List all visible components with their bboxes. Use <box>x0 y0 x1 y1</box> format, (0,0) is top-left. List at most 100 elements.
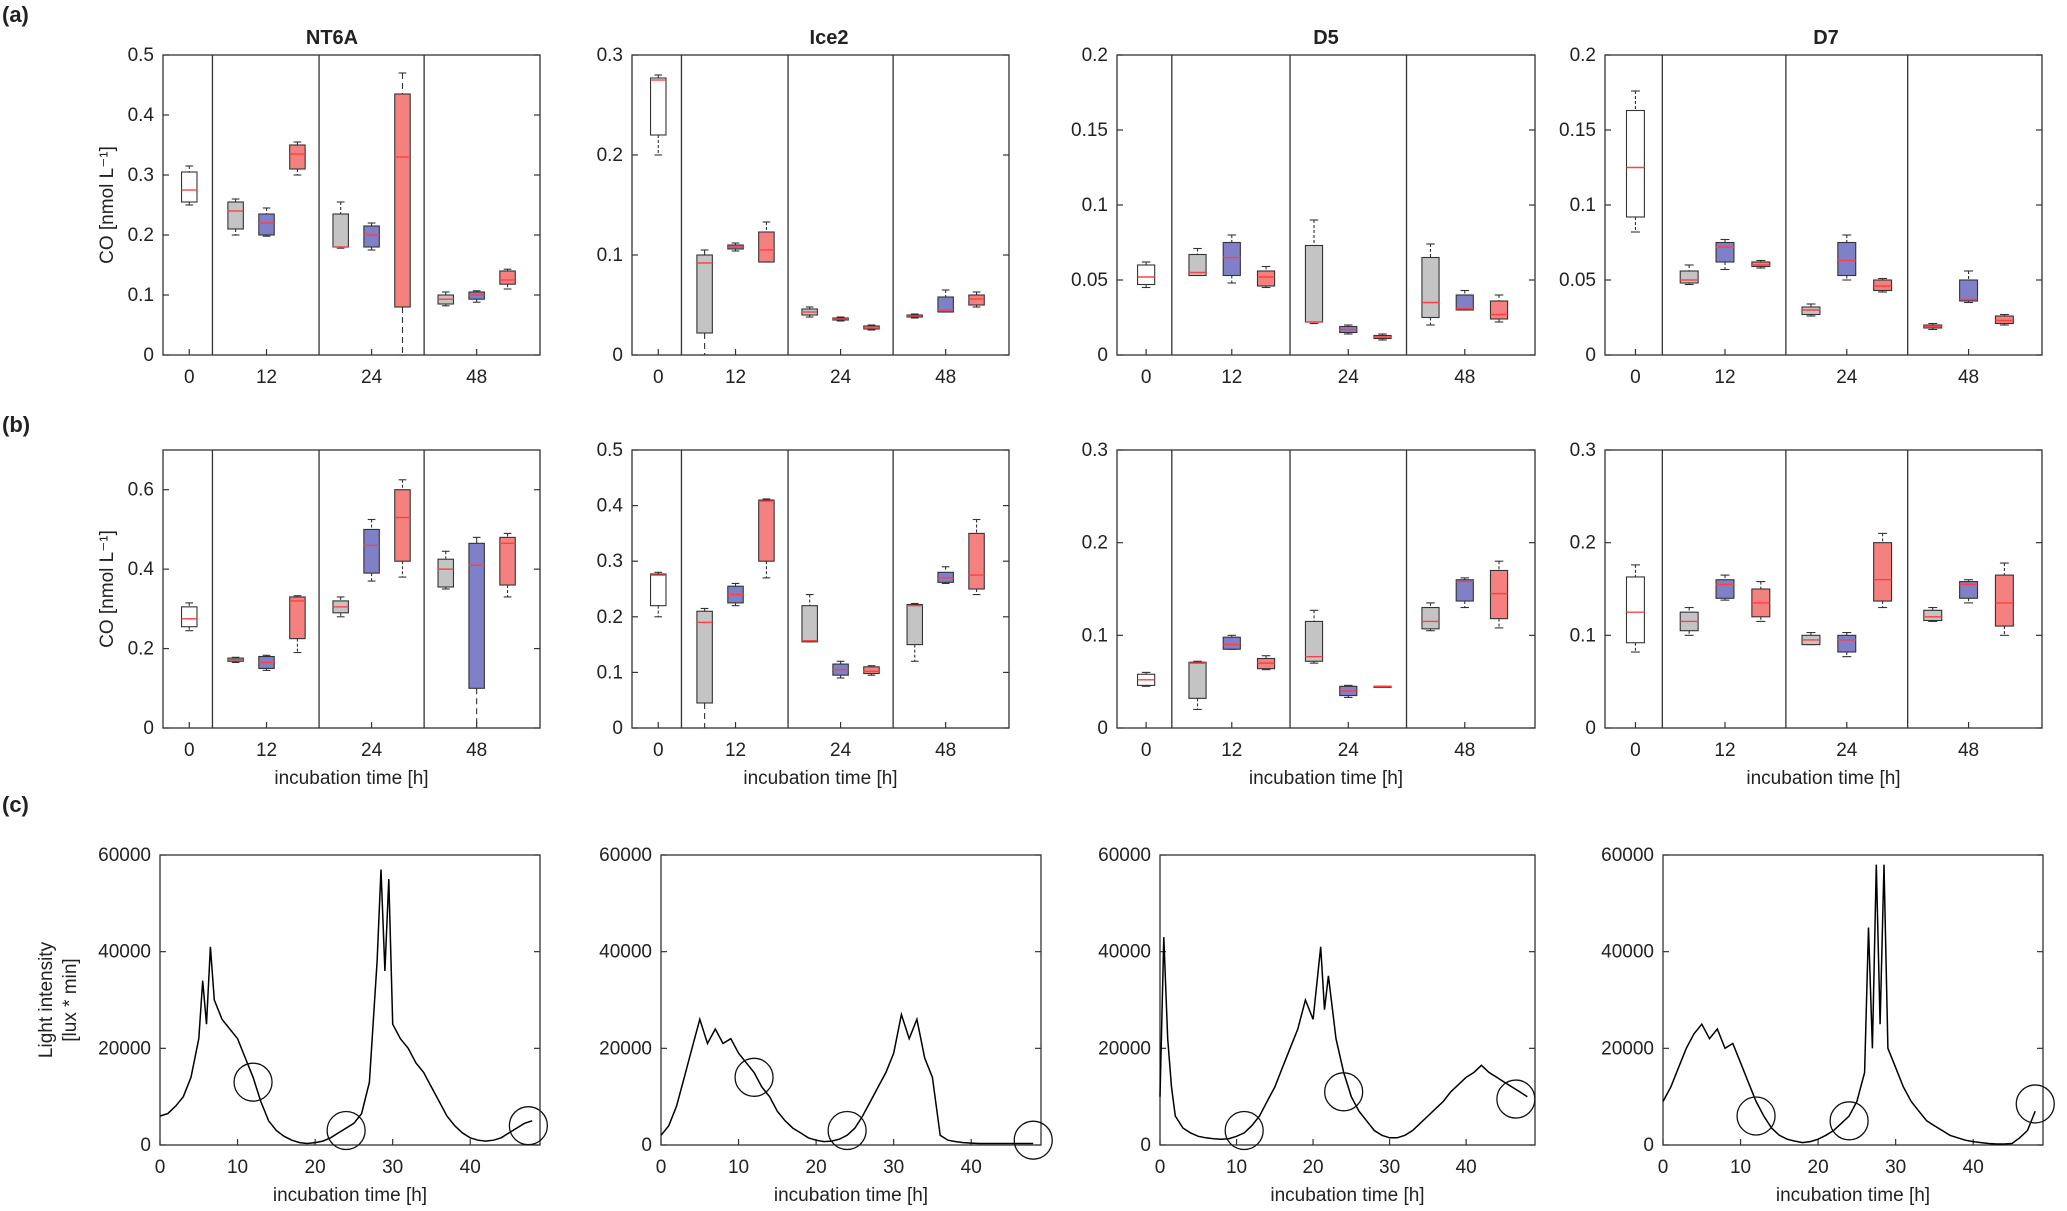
y-tick-label: 0.6 <box>128 480 154 501</box>
y-tick-label: 0.3 <box>128 165 154 186</box>
panel-c-d5: 0 20000 40000 60000 0 10 20 30 40 incubation time… <box>1098 845 1536 1206</box>
x-tick-label: 24 <box>830 740 852 761</box>
y-tick-label: 0.3 <box>1570 440 1596 461</box>
x-tick-label: 0 <box>184 740 195 761</box>
box-grey <box>1421 256 1440 319</box>
box-grey <box>1188 661 1207 699</box>
x-tick-label: 30 <box>1379 1157 1400 1178</box>
y-tick-label: 0 <box>1140 1135 1151 1156</box>
x-tick-label: 0 <box>656 1157 667 1178</box>
x-tick-label: 0 <box>1141 740 1152 761</box>
x-tick-label: 48 <box>466 367 487 388</box>
x-tick-label: 30 <box>1885 1157 1906 1178</box>
x-tick-label: 12 <box>1221 367 1242 388</box>
sampling-circle <box>326 1110 366 1151</box>
y-tick-label: 40000 <box>599 942 652 963</box>
x-tick-label: 20 <box>1808 1157 1829 1178</box>
y-axis-label-co-a: CO [nmol L⁻¹] <box>97 146 118 264</box>
x-axis-label: incubation time [h] <box>774 1185 928 1206</box>
plot-frame <box>660 854 1042 1146</box>
y-tick-label: 0.3 <box>597 551 623 572</box>
panel-b-ice2: 0 0.1 0.2 0.3 0.4 0.5 0 12 24 48 incubation time [… <box>597 440 1010 789</box>
panel-b-d7: 0 0.1 0.2 0.3 0 12 24 48 incubation time [h] <box>1570 440 2043 789</box>
x-tick-label: 48 <box>1958 367 1979 388</box>
y-tick-label: 0 <box>1585 345 1596 366</box>
y-axis-label-light-line2: [lux * min] <box>60 958 81 1041</box>
y-tick-label: 0.4 <box>597 496 624 517</box>
x-tick-label: 10 <box>1730 1157 1751 1178</box>
x-tick-label: 0 <box>184 367 195 388</box>
box-blue <box>1715 579 1735 599</box>
y-tick-label: 0.1 <box>1082 195 1108 216</box>
box-red <box>758 499 775 562</box>
x-tick-label: 48 <box>935 367 956 388</box>
row-label-b: (b) <box>2 412 30 437</box>
x-tick-label: 48 <box>1454 740 1475 761</box>
sampling-circle <box>1324 1072 1364 1112</box>
x-tick-label: 0 <box>653 740 664 761</box>
plot-frame <box>1116 449 1536 729</box>
box-grey <box>1679 270 1699 284</box>
y-tick-label: 0.2 <box>128 225 154 246</box>
plot-frame <box>631 54 1010 356</box>
box-red <box>1994 315 2014 325</box>
x-tick-label: 12 <box>256 367 277 388</box>
y-tick-label: 0 <box>641 1135 652 1156</box>
box-grey <box>437 558 455 588</box>
x-tick-label: 12 <box>1221 740 1242 761</box>
x-tick-label: 12 <box>725 367 746 388</box>
y-tick-label: 0.1 <box>128 285 154 306</box>
panel-a-d5: 0 0.05 0.1 0.15 0.2 0 12 24 48 <box>1071 45 1536 388</box>
x-tick-label: 30 <box>382 1157 403 1178</box>
sampling-circle <box>1013 1120 1053 1160</box>
x-tick-label: 40 <box>1963 1157 1984 1178</box>
x-tick-label: 10 <box>1226 1157 1247 1178</box>
box-blue <box>468 542 485 689</box>
plot-frame <box>1604 449 2043 729</box>
box-red <box>968 294 985 306</box>
x-tick-label: 24 <box>1338 740 1360 761</box>
panel-a-ice2: 0 0.1 0.2 0.3 0 12 24 48 <box>597 45 1010 388</box>
light-intensity-line <box>159 869 533 1145</box>
y-tick-label: 0 <box>1097 718 1108 739</box>
box-grey <box>906 604 924 646</box>
box-red <box>968 532 985 590</box>
y-tick-label: 0.2 <box>1570 533 1596 554</box>
x-axis-label: incubation time [h] <box>1249 768 1403 789</box>
plot-frame <box>162 449 541 729</box>
panel-b-d5: 0 0.1 0.2 0.3 0 12 24 48 incubation time [h] <box>1082 440 1536 789</box>
panel-b-nt6a: 0 0.2 0.4 0.6 0 12 24 48 incubation time [h] <box>128 449 541 789</box>
box-blue <box>1837 241 1857 277</box>
plot-frame <box>162 54 541 356</box>
x-tick-label: 24 <box>1836 740 1858 761</box>
box-red <box>1873 279 1893 292</box>
x-axis-label: incubation time [h] <box>1270 1185 1424 1206</box>
box-blue <box>363 225 380 248</box>
panel-c-d7: 0 20000 40000 60000 0 10 20 30 40 incubation time… <box>1601 845 2055 1206</box>
box-grey <box>696 610 713 704</box>
box-grey <box>1801 306 1821 316</box>
y-tick-label: 60000 <box>1098 845 1151 866</box>
x-tick-label: 20 <box>1302 1157 1323 1178</box>
x-axis-label: incubation time [h] <box>743 768 897 789</box>
panel-a-d7: 0 0.05 0.1 0.15 0.2 0 12 24 48 <box>1559 45 2043 388</box>
row-label-a: (a) <box>2 2 29 27</box>
y-tick-label: 0 <box>612 345 623 366</box>
y-axis-label-co-b: CO [nmol L⁻¹] <box>97 530 118 648</box>
x-tick-label: 20 <box>806 1157 827 1178</box>
y-tick-label: 0.1 <box>1082 625 1108 646</box>
y-tick-label: 0.05 <box>1071 270 1108 291</box>
y-tick-label: 60000 <box>599 845 652 866</box>
box-t0 <box>1625 109 1645 218</box>
y-tick-label: 40000 <box>1601 942 1654 963</box>
x-axis-label: incubation time [h] <box>274 768 428 789</box>
y-tick-label: 60000 <box>98 845 151 866</box>
x-tick-label: 10 <box>728 1157 749 1178</box>
y-tick-label: 0.15 <box>1559 120 1596 141</box>
x-tick-label: 40 <box>961 1157 982 1178</box>
column-title-d5: D5 <box>1313 27 1339 49</box>
box-red <box>499 536 516 586</box>
box-blue <box>937 296 954 313</box>
box-grey <box>1304 620 1324 662</box>
y-tick-label: 0.1 <box>597 245 623 266</box>
